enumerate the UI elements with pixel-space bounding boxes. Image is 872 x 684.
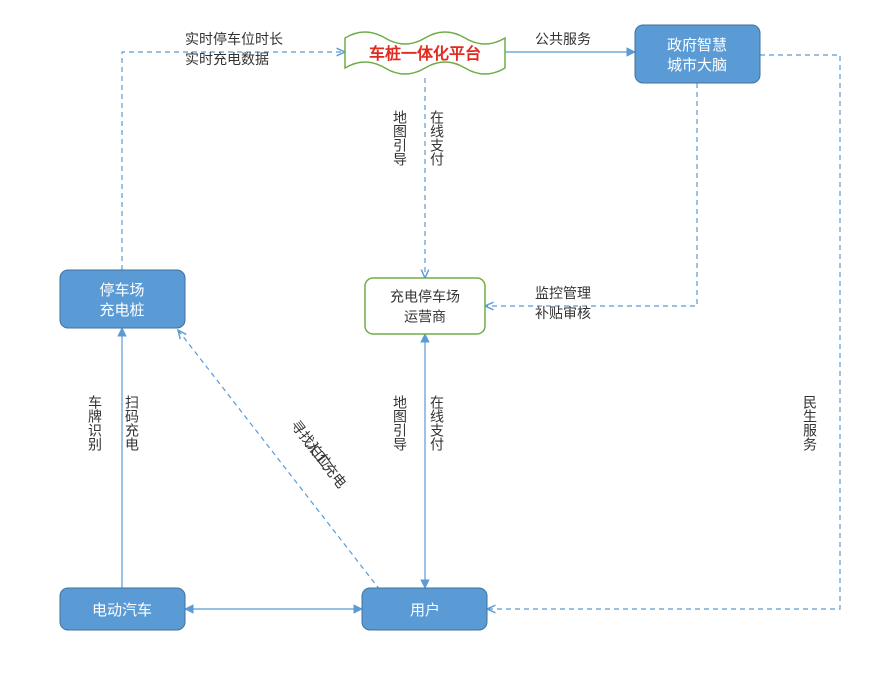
label-parking-platform-2: 实时充电数据 — [185, 51, 269, 67]
label-parking-platform-1: 实时停车位时长 — [185, 31, 283, 47]
node-platform: 车桩一体化平台 — [345, 32, 505, 74]
label-platform-operator-1: 地图引导 — [392, 110, 408, 166]
edge-user-parking — [178, 330, 380, 590]
node-operator: 充电停车场 运营商 — [365, 278, 485, 334]
node-user: 用户 — [362, 588, 487, 630]
node-operator-label1: 充电停车场 — [390, 289, 460, 305]
node-parking: 停车场 充电桩 — [60, 270, 185, 328]
edge-gov-user — [487, 55, 840, 609]
label-gov-user: 民生服务 — [802, 395, 818, 451]
node-gov: 政府智慧 城市大脑 — [635, 25, 760, 83]
label-operator-user-1: 地图引导 — [392, 395, 408, 451]
node-platform-label: 车桩一体化平台 — [369, 44, 481, 63]
label-user-parking-2: 人工充电 — [303, 437, 350, 491]
node-user-label: 用户 — [410, 602, 440, 619]
node-parking-label2: 充电桩 — [99, 302, 144, 319]
label-platform-operator-2: 在线支付 — [429, 110, 445, 167]
node-ev: 电动汽车 — [60, 588, 185, 630]
label-platform-gov: 公共服务 — [535, 31, 591, 47]
edge-gov-operator — [485, 83, 697, 306]
label-ev-parking-2: 扫码充电 — [124, 395, 140, 451]
node-gov-label2: 城市大脑 — [667, 57, 727, 74]
node-parking-label1: 停车场 — [99, 282, 144, 299]
edge-parking-platform — [122, 52, 345, 270]
node-operator-label2: 运营商 — [404, 309, 446, 325]
node-ev-label: 电动汽车 — [92, 602, 152, 619]
node-gov-label1: 政府智慧 — [667, 36, 727, 54]
label-gov-operator-2: 补贴审核 — [535, 305, 591, 321]
label-operator-user-2: 在线支付 — [429, 395, 445, 452]
label-gov-operator-1: 监控管理 — [535, 285, 591, 301]
label-ev-parking-1: 车牌识别 — [87, 394, 103, 452]
